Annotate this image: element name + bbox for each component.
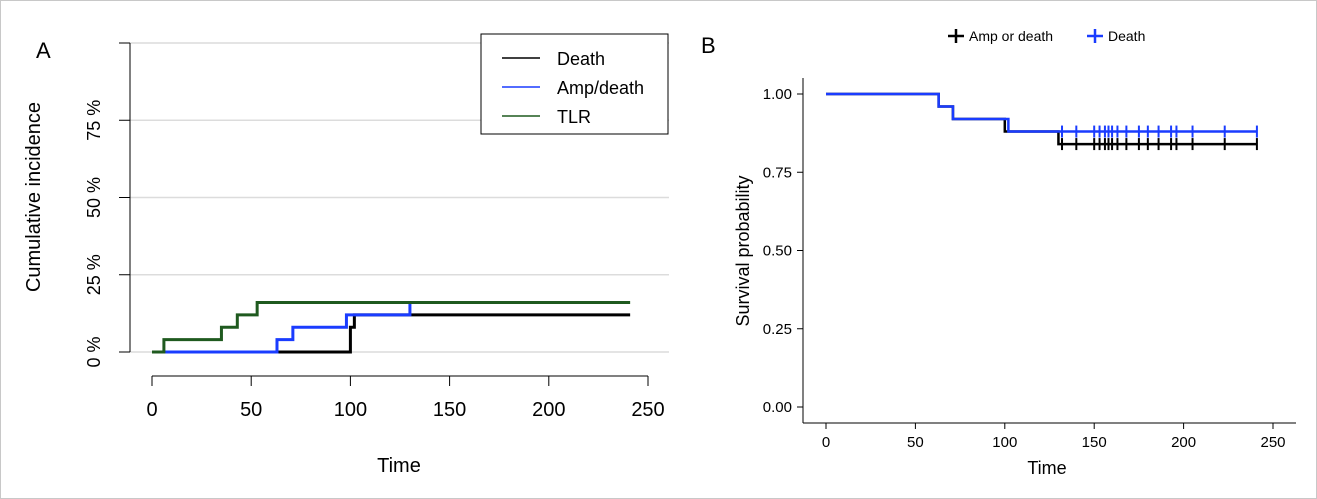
panel-a-series	[152, 301, 631, 354]
panel-a-x-tick-label: 0	[146, 399, 157, 421]
panel-a-series-line	[152, 302, 412, 354]
panel-a-y-axis: 0 % 25 % 50 % 75 %	[84, 42, 131, 368]
panel-a-y-tick-label: 75 %	[84, 100, 104, 141]
panel-a-x-tick-label: 100	[334, 399, 367, 421]
panel-a-x-tick-label: 200	[532, 399, 565, 421]
panel-a-legend-label: TLR	[557, 107, 591, 127]
panel-b-label: B	[701, 33, 716, 58]
panel-b-x-tick-label: 0	[822, 434, 830, 451]
panel-b-y-axis: 0.00 0.25 0.50 0.75 1.00	[763, 78, 804, 423]
panel-b-x-tick-label: 200	[1171, 434, 1196, 451]
panel-a-label: A	[36, 38, 51, 63]
panel-b-legend: Amp or death Death	[948, 28, 1145, 44]
panel-b-legend-label: Amp or death	[969, 28, 1053, 44]
panel-b-x-tick-label: 50	[907, 434, 924, 451]
panel-b-x-axis-title: Time	[1027, 458, 1066, 478]
panel-b-y-tick-label: 0.75	[763, 164, 792, 181]
panel-b-y-tick-label: 1.00	[763, 86, 792, 103]
panel-b-x-axis: 0 50 100 150 200 250	[803, 422, 1296, 451]
panel-b-y-tick-label: 0.50	[763, 243, 792, 260]
panel-a-x-axis: 0 50 100 150 200 250	[146, 375, 665, 421]
panel-a-x-axis-title: Time	[377, 455, 421, 477]
panel-a-x-tick-label: 150	[433, 399, 466, 421]
panel-a: A 0 % 25 % 50 % 75 % 0 50 100 150 200 250 Time C…	[23, 33, 669, 477]
panel-a-x-tick-label: 250	[631, 399, 664, 421]
panel-b-y-tick-label: 0.25	[763, 321, 792, 338]
panel-b-series	[826, 92, 1258, 151]
panel-a-legend-label: Amp/death	[557, 78, 644, 98]
panel-a-y-axis-title: Cumulative incidence	[23, 102, 45, 292]
panel-b-x-tick-label: 100	[992, 434, 1017, 451]
panel-a-legend-box	[480, 33, 669, 135]
panel-a-series-line	[276, 313, 631, 354]
panel-b-legend-label: Death	[1108, 28, 1145, 44]
panel-b-y-tick-label: 0.00	[763, 399, 792, 416]
panel-a-x-tick-label: 50	[240, 399, 262, 421]
panel-b-x-tick-label: 250	[1260, 434, 1285, 451]
panel-a-y-tick-label: 0 %	[84, 336, 104, 367]
panel-b: B 0.00 0.25 0.50 0.75 1.00 0 50 100 150 200 250 T…	[701, 28, 1296, 478]
panel-a-legend: Death Amp/death TLR	[480, 33, 669, 135]
panel-a-y-tick-label: 50 %	[84, 177, 104, 218]
panel-a-legend-label: Death	[557, 49, 605, 69]
panel-b-y-axis-title: Survival probability	[733, 175, 753, 326]
panel-b-series-line	[826, 92, 1257, 133]
panel-b-x-tick-label: 150	[1082, 434, 1107, 451]
panel-a-y-tick-label: 25 %	[84, 254, 104, 295]
panel-a-series-line	[152, 301, 631, 354]
